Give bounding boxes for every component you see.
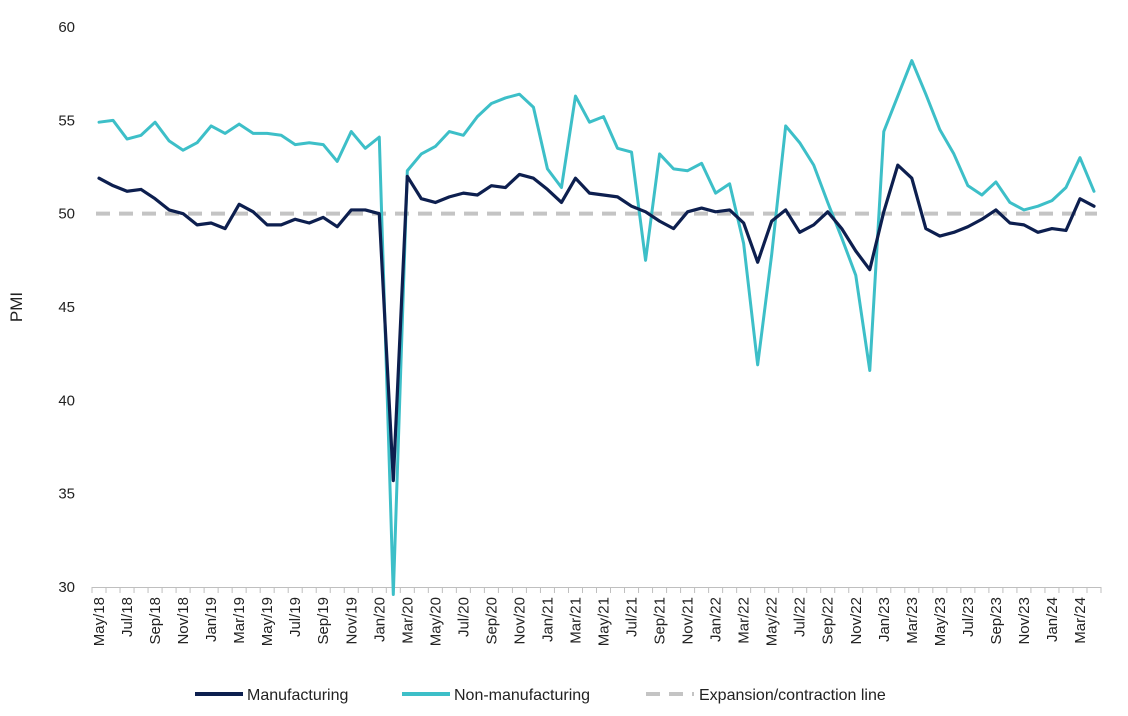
x-tick-label-sep-18: Sep/18 (147, 597, 164, 645)
series-lines (97, 59, 1096, 596)
legend-label-manufacturing: Manufacturing (247, 687, 348, 704)
x-tick-label-jan-23: Jan/23 (876, 597, 893, 642)
x-tick-label-jul-23: Jul/23 (960, 597, 977, 637)
x-tick-label-jul-19: Jul/19 (287, 597, 304, 637)
x-tick-label-may-20: May/20 (427, 597, 444, 646)
x-tick-label-sep-22: Sep/22 (820, 597, 837, 645)
x-tick-label-jan-21: Jan/21 (539, 597, 556, 642)
x-tick-label-may-19: May/19 (259, 597, 276, 646)
x-tick-label-nov-18: Nov/18 (175, 597, 192, 645)
x-tick-label-sep-20: Sep/20 (483, 597, 500, 645)
x-tick-label-jul-18: Jul/18 (119, 597, 136, 637)
y-tick-label-60: 60 (58, 19, 75, 36)
x-tick-label-mar-24: Mar/24 (1072, 597, 1089, 644)
x-tick-label-jan-20: Jan/20 (371, 597, 388, 642)
x-tick-label-nov-22: Nov/22 (848, 597, 865, 645)
x-tick-label-jul-22: Jul/22 (792, 597, 809, 637)
x-tick-label-nov-20: Nov/20 (511, 597, 528, 645)
y-tick-label-40: 40 (58, 392, 75, 409)
x-tick-label-jan-19: Jan/19 (203, 597, 220, 642)
x-tick-label-sep-21: Sep/21 (652, 597, 669, 645)
x-tick-label-mar-21: Mar/21 (567, 597, 584, 644)
x-tick-label-jul-21: Jul/21 (624, 597, 641, 637)
y-tick-label-45: 45 (58, 299, 75, 316)
y-axis-ticks: 30 35 40 45 50 55 60 (58, 19, 75, 596)
x-tick-label-jul-20: Jul/20 (455, 597, 472, 637)
x-tick-label-mar-20: Mar/20 (399, 597, 416, 644)
x-tick-label-sep-23: Sep/23 (988, 597, 1005, 645)
series-line-manufacturing (97, 163, 1096, 483)
series-line-non-manufacturing (97, 59, 1096, 596)
x-tick-label-mar-22: Mar/22 (736, 597, 753, 644)
legend-item-non-manufacturing: Non-manufacturing (402, 687, 590, 704)
y-tick-label-55: 55 (58, 112, 75, 129)
x-tick-label-may-23: May/23 (932, 597, 949, 646)
x-tick-label-sep-19: Sep/19 (315, 597, 332, 645)
x-axis-ticks: May/18 Jul/18 Sep/18 Nov/18 Jan/19 Mar/19 May/… (91, 587, 1102, 646)
x-tick-label-jan-24: Jan/24 (1044, 597, 1061, 642)
x-tick-label-nov-19: Nov/19 (343, 597, 360, 645)
x-tick-label-nov-21: Nov/21 (680, 597, 697, 645)
x-tick-label-may-18: May/18 (91, 597, 108, 646)
x-tick-label-mar-23: Mar/23 (904, 597, 921, 644)
y-tick-label-30: 30 (58, 579, 75, 596)
x-tick-label-nov-23: Nov/23 (1016, 597, 1033, 645)
legend-item-expansion-line: Expansion/contraction line (646, 687, 886, 704)
legend-item-manufacturing: Manufacturing (195, 687, 348, 704)
y-tick-label-35: 35 (58, 486, 75, 503)
y-tick-label-50: 50 (58, 206, 75, 223)
x-tick-label-jan-22: Jan/22 (708, 597, 725, 642)
x-tick-label-may-21: May/21 (596, 597, 613, 646)
legend-label-expansion-line: Expansion/contraction line (699, 687, 886, 704)
legend: Manufacturing Non-manufacturing Expansio… (195, 687, 886, 704)
legend-label-non-manufacturing: Non-manufacturing (454, 687, 590, 704)
x-tick-label-may-22: May/22 (764, 597, 781, 646)
y-axis-label: PMI (7, 292, 26, 322)
x-tick-label-mar-19: Mar/19 (231, 597, 248, 644)
